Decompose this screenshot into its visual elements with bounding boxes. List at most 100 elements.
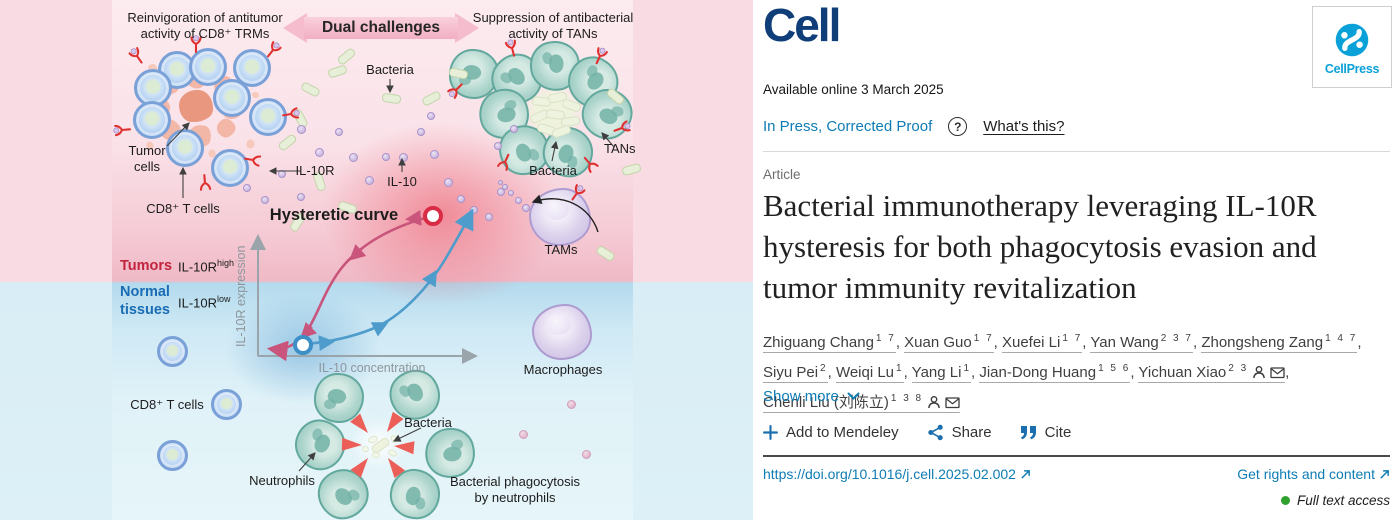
- il10-molecule: [502, 184, 508, 190]
- add-to-mendeley-button[interactable]: Add to Mendeley: [763, 424, 899, 441]
- banner-left-arrowhead: [283, 13, 307, 43]
- get-rights-link[interactable]: Get rights and content: [1237, 466, 1390, 482]
- il10r-receptor: [196, 173, 214, 192]
- il10-molecule: [382, 153, 390, 161]
- status-row: In Press, Corrected Proof ? What's this?: [763, 117, 1064, 136]
- author-link[interactable]: Jian-Dong Huang 1 5 6: [979, 363, 1131, 383]
- person-icon: [928, 396, 941, 409]
- cite-button[interactable]: Cite: [1020, 424, 1072, 441]
- person-icon: [1253, 366, 1266, 379]
- il10-molecule: [494, 142, 502, 150]
- low-state-point: [293, 335, 313, 355]
- il10r-receptor: [444, 78, 468, 102]
- show-more-label: Show more: [763, 388, 839, 405]
- il10-molecule: [348, 152, 358, 162]
- il10-molecule: [497, 179, 503, 185]
- label-macrophages: Macrophages: [523, 362, 603, 377]
- author-link[interactable]: Chenli Liu (刘陈立) 1 3 8: [763, 393, 961, 413]
- mail-icon: [1270, 367, 1285, 379]
- author-link[interactable]: Zhiguang Chang 1 7: [763, 333, 896, 353]
- il10r-receptor-icon: [504, 39, 516, 57]
- il10r-receptor: [243, 151, 264, 170]
- author-affiliations: 1 3 8: [890, 393, 924, 404]
- available-online-date: Available online 3 March 2025: [763, 82, 944, 97]
- tumor-fragment: [148, 64, 157, 72]
- help-icon[interactable]: ?: [948, 117, 968, 136]
- cd8-tcell: [157, 336, 188, 367]
- label-bacteria-bottom: Bacteria: [404, 415, 452, 430]
- cd8-tcell: [166, 129, 204, 167]
- label-normal: Normal tissues: [120, 284, 170, 318]
- label-tumors: Tumors: [120, 258, 173, 274]
- il10-molecule: [335, 128, 343, 136]
- label-il10r: IL-10R: [295, 163, 335, 178]
- il10r-receptor-icon: [267, 41, 282, 58]
- il10r-receptor: [281, 105, 302, 124]
- author-link[interactable]: Weiqi Lu 1: [835, 363, 904, 383]
- neutrophil-cell: [314, 373, 364, 423]
- author-affiliations: 1 7: [973, 333, 994, 344]
- author-separator: ,: [1082, 334, 1091, 351]
- author-separator: ,: [971, 364, 980, 381]
- phagocytosis-arrows: [341, 411, 415, 479]
- cellpress-logo-text: CellPress: [1324, 61, 1380, 76]
- external-link-icon: [1021, 469, 1030, 479]
- figure-lines: [166, 79, 615, 479]
- label-tumor-cells: Tumor cells: [128, 143, 166, 174]
- il10r-receptor: [578, 152, 602, 176]
- il10r-receptor-icon: [447, 83, 463, 99]
- banner-right-arrowhead: [455, 13, 479, 43]
- mendeley-label: Add to Mendeley: [786, 424, 899, 441]
- il10-molecule: [364, 175, 374, 185]
- cd8-tcell: [211, 389, 242, 420]
- doi-link[interactable]: https://doi.org/10.1016/j.cell.2025.02.0…: [763, 466, 1031, 482]
- label-y-axis: IL-10R expression: [234, 245, 248, 347]
- share-icon: [927, 424, 943, 441]
- author-affiliations: 1 5 6: [1098, 363, 1131, 374]
- doi-text: https://doi.org/10.1016/j.cell.2025.02.0…: [763, 466, 1016, 482]
- cell-journal-logo[interactable]: Cell: [763, 0, 841, 51]
- label-neutrophils: Neutrophils: [249, 473, 315, 488]
- cd8-tcell: [249, 98, 287, 136]
- cd8-tcell: [211, 149, 249, 187]
- dual-challenges-banner: Dual challenges: [283, 13, 479, 43]
- author-link[interactable]: Yichuan Xiao 2 3: [1138, 363, 1286, 383]
- cd8-tcell: [133, 101, 171, 139]
- author-link[interactable]: Xuan Guo 1 7: [904, 333, 994, 353]
- cellpress-logo[interactable]: CellPress: [1312, 6, 1392, 88]
- cd8-tcell: [213, 79, 251, 117]
- author-link[interactable]: Zhongsheng Zang 1 4 7: [1201, 333, 1358, 353]
- author-name: Chenli Liu (刘陈立): [763, 394, 889, 411]
- share-button[interactable]: Share: [927, 424, 992, 441]
- cd8-tcell: [189, 48, 227, 86]
- plus-icon: [763, 425, 778, 440]
- label-cd8-top: CD8⁺ T cells: [146, 201, 220, 216]
- il10r-receptor-icon: [595, 47, 608, 65]
- il10r-receptor: [611, 117, 633, 138]
- il10r-receptor: [125, 44, 148, 68]
- author-affiliations: 1: [896, 363, 904, 374]
- tumor-cell-core: [179, 90, 213, 122]
- whats-this-link[interactable]: What's this?: [983, 118, 1065, 135]
- il10r-receptor-icon: [199, 173, 212, 191]
- label-tams: TAMs: [544, 242, 578, 257]
- pink-molecule: [581, 449, 591, 459]
- il10r-receptor: [261, 38, 285, 62]
- header-divider: [763, 151, 1390, 152]
- il10-molecule: [429, 149, 439, 159]
- label-x-axis: IL-10 concentration: [318, 361, 426, 375]
- article-title: Bacterial immunotherapy leveraging IL-10…: [763, 188, 1317, 305]
- author-link[interactable]: Yang Li 1: [911, 363, 971, 383]
- cd8-tcell: [157, 440, 188, 471]
- cite-label: Cite: [1044, 424, 1072, 441]
- author-link[interactable]: Yan Wang 2 3 7: [1090, 333, 1193, 353]
- author-link[interactable]: Siyu Pei 2: [763, 363, 828, 383]
- author-affiliations: 2: [820, 363, 828, 374]
- author-affiliations: 1 7: [1062, 333, 1083, 344]
- il10-molecule: [297, 193, 305, 201]
- banner-bar: [304, 17, 458, 39]
- author-name: Xuefei Li: [1001, 334, 1061, 351]
- in-press-link[interactable]: In Press, Corrected Proof: [763, 118, 933, 135]
- show-more-button[interactable]: Show more: [763, 388, 860, 405]
- author-link[interactable]: Xuefei Li 1 7: [1001, 333, 1083, 353]
